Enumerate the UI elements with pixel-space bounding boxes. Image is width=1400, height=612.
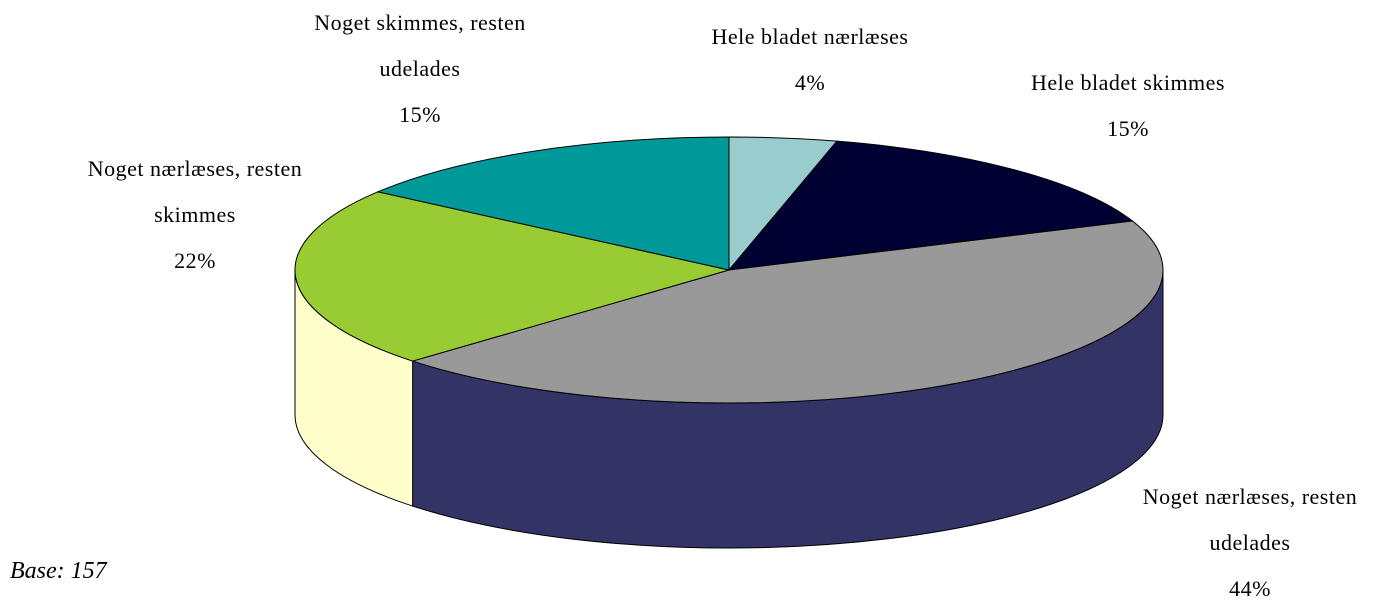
annotation: Base: 157 <box>10 558 107 584</box>
category-label: Noget skimmes, resten udelades <box>314 10 526 81</box>
category-label: Noget nærlæses, resten skimmes <box>87 156 303 227</box>
slice <box>410 220 1164 404</box>
data-label: Noget nærlæses, resten skimmes 22% <box>45 146 345 284</box>
data-label: Noget skimmes, resten udelades 15% <box>275 0 565 138</box>
slice <box>294 191 730 362</box>
category-label: Noget nærlæses, resten udelades <box>1142 484 1358 555</box>
data-label: Hele bladet nærlæses 4% <box>660 14 960 106</box>
category-label: Hele bladet skimmes <box>1030 70 1225 95</box>
value-label: 15% <box>1107 116 1149 141</box>
value-label: 15% <box>399 102 441 127</box>
slice <box>376 136 730 271</box>
category-label: Hele bladet nærlæses <box>711 24 909 49</box>
data-label: Hele bladet skimmes 15% <box>978 60 1278 152</box>
value-label: 44% <box>1229 576 1271 601</box>
value-label: 22% <box>174 248 216 273</box>
slice <box>727 140 1134 271</box>
data-label: Noget nærlæses, resten udelades 44% <box>1105 474 1395 612</box>
value-label: 4% <box>794 70 826 95</box>
